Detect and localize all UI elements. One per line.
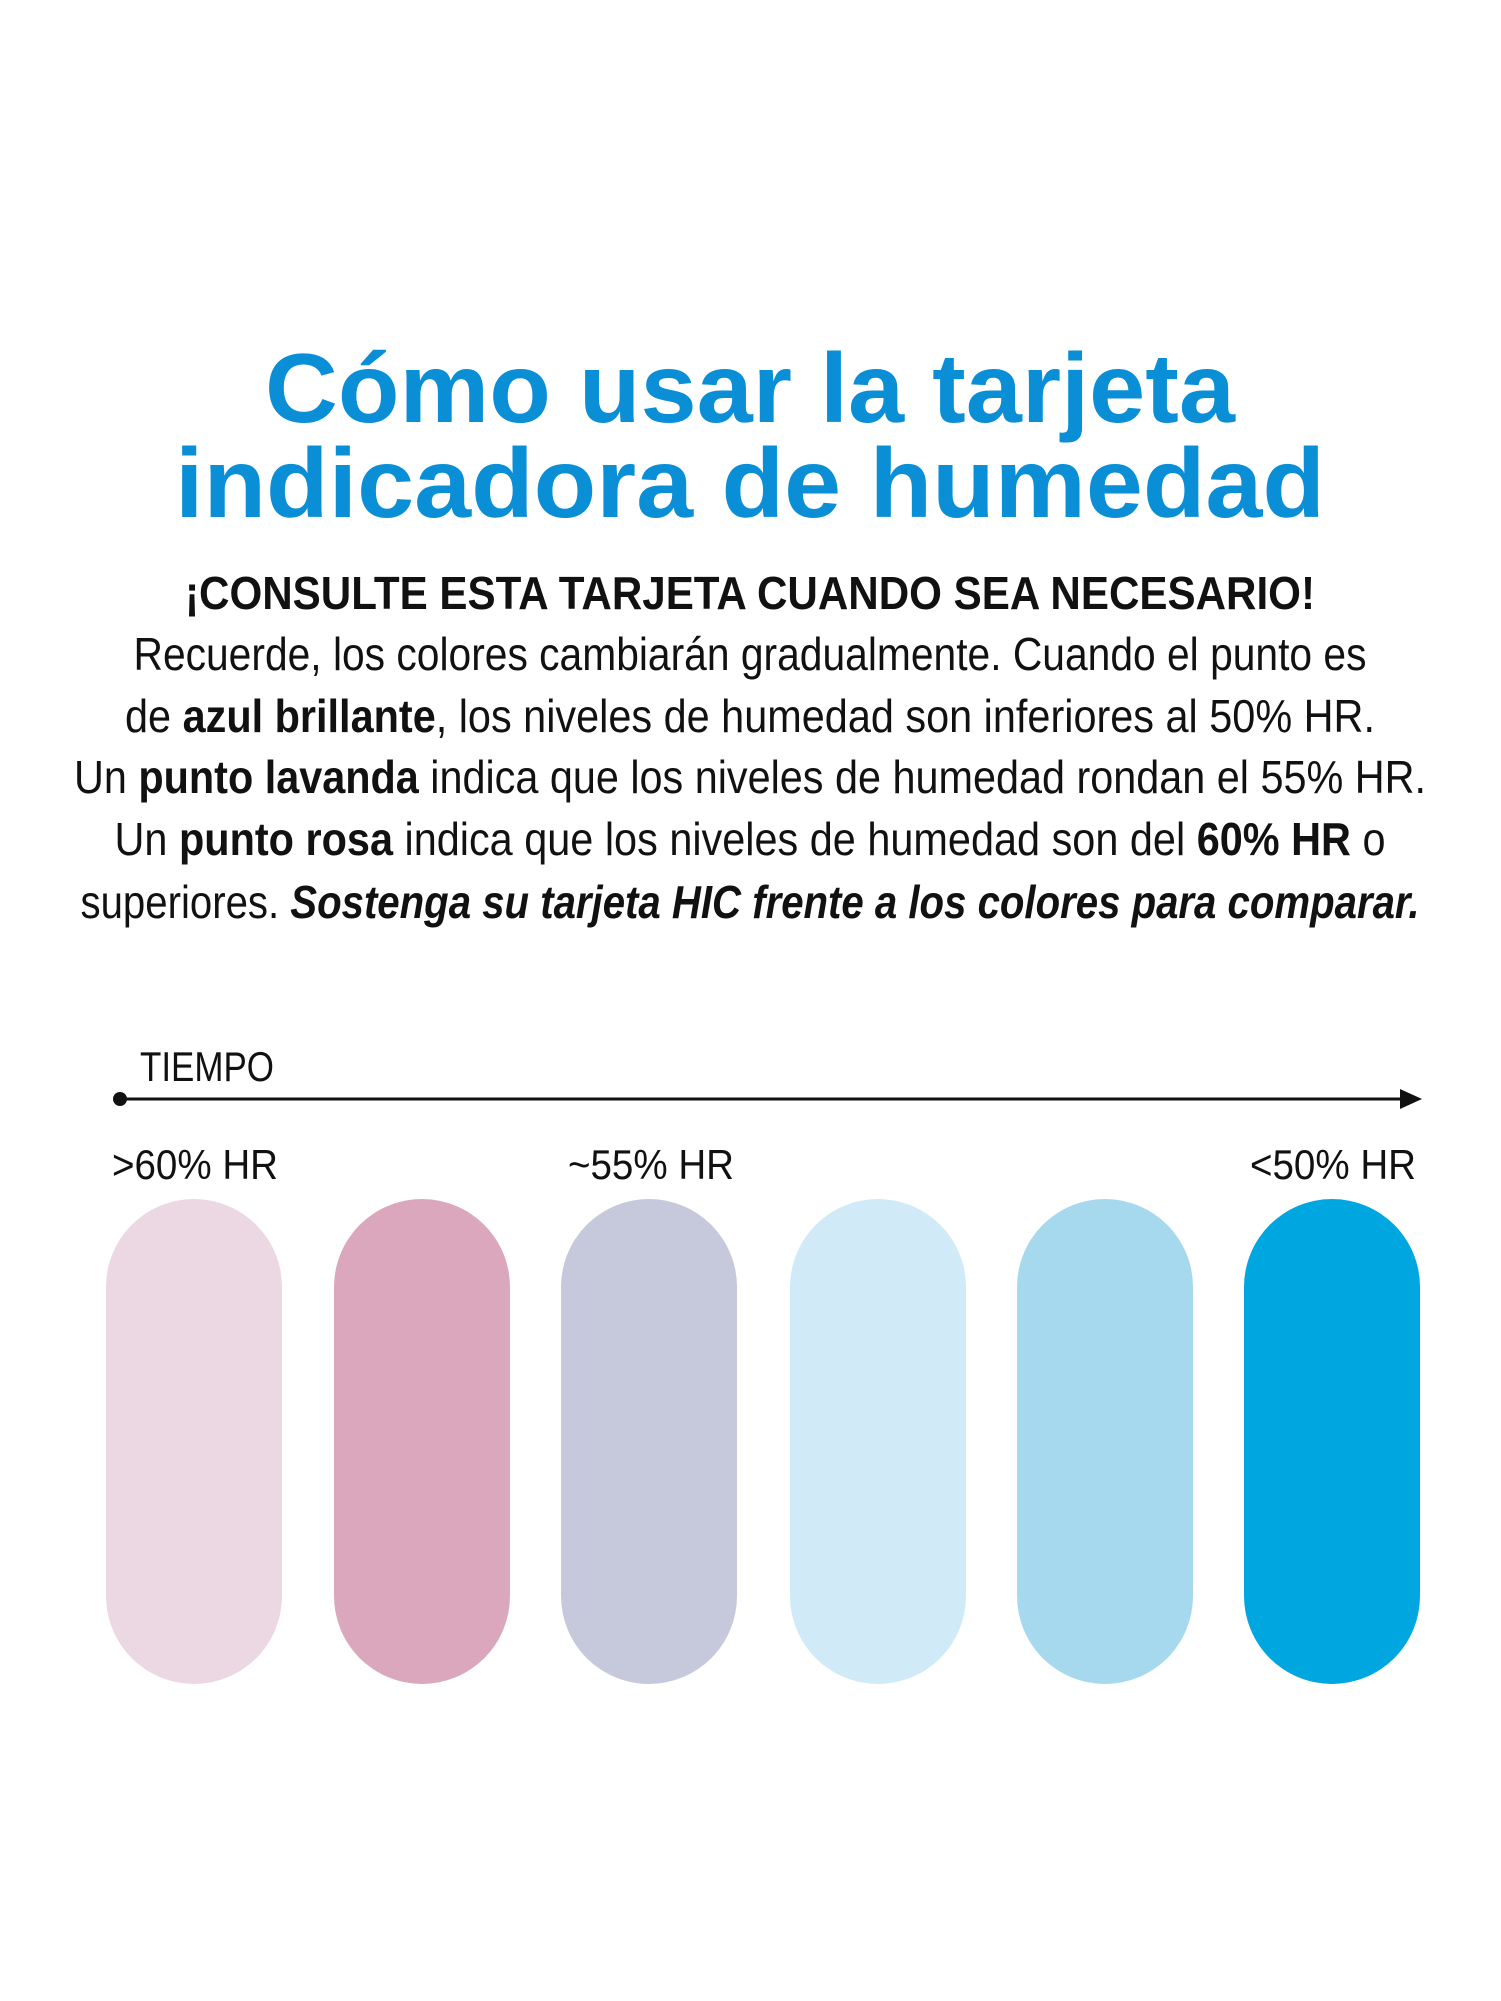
text-run: superiores. [81,876,291,928]
paragraph-line: Recuerde, los colores cambiarán gradualm… [134,628,1367,680]
text-run: punto lavanda [138,751,419,803]
marker-label: ~55% HR [568,1141,734,1188]
color-pill [1017,1199,1193,1684]
color-pill [790,1199,966,1684]
paragraph-line: de azul brillante, los niveles de humeda… [125,690,1375,742]
text-run: Un [74,751,138,803]
paragraph-line: Un punto lavanda indica que los niveles … [74,751,1426,803]
text-run: de [125,690,183,742]
text-run: indica que los niveles de humedad son de… [393,813,1197,865]
text-run: Sostenga su tarjeta HIC frente a los col… [290,876,1419,928]
text-run: azul brillante [183,690,436,742]
paragraph-line: Un punto rosa indica que los niveles de … [115,813,1386,865]
text-run: indica que los niveles de humedad rondan… [419,751,1426,803]
color-pill [1244,1199,1420,1684]
title-line: indicadora de humedad [175,428,1325,538]
timeline-arrow [1400,1089,1422,1109]
color-pill [334,1199,510,1684]
timeline-start [113,1092,127,1106]
text-run: Un [115,813,179,865]
timeline-label: TIEMPO [140,1043,274,1090]
text-run: punto rosa [179,813,393,865]
paragraph-line: superiores. Sostenga su tarjeta HIC fren… [81,876,1420,928]
text-run: 60% HR [1197,813,1351,865]
color-pill [561,1199,737,1684]
text-run: , los niveles de humedad son inferiores … [436,690,1375,742]
paragraph: Recuerde, los colores cambiarán gradualm… [74,628,1426,928]
subtitle: ¡CONSULTE ESTA TARJETA CUANDO SEA NECESA… [185,567,1315,619]
title-line: Cómo usar la tarjeta [265,333,1237,443]
text-run: Recuerde, los colores cambiarán gradualm… [134,628,1367,680]
color-pill [106,1199,282,1684]
marker-label: >60% HR [112,1141,278,1188]
marker-label: <50% HR [1250,1141,1416,1188]
text-run: o [1351,813,1386,865]
